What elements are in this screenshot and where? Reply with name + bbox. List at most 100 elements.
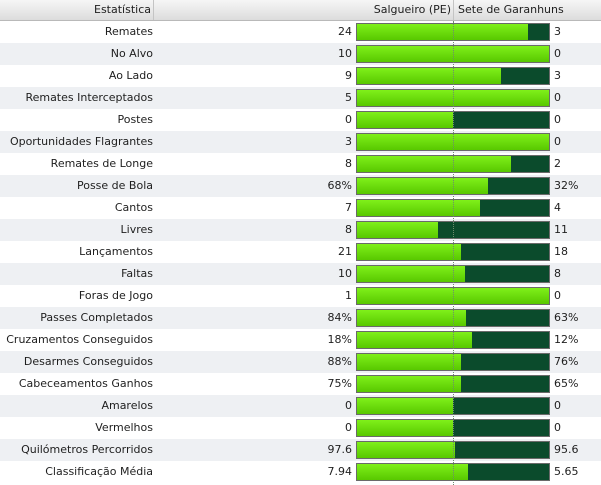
stat-row: Livres 8 11 [0,219,601,241]
home-share-fill [357,222,438,238]
stat-label: Classificação Média [45,465,153,478]
home-value: 68% [327,179,352,192]
away-value: 0 [554,399,561,412]
stat-label: Quilómetros Percorridos [21,443,153,456]
home-share-fill [357,24,528,40]
stat-label: Cabeceamentos Ganhos [18,377,153,390]
home-share-fill [357,266,465,282]
home-value: 84% [327,311,352,324]
home-value: 97.6 [327,443,353,456]
stat-row: Quilómetros Percorridos 97.6 95.6 [0,439,601,461]
home-value: 5 [345,91,352,104]
away-value: 0 [554,113,561,126]
stat-row: Cabeceamentos Ganhos 75% 65% [0,373,601,395]
home-share-fill [357,156,511,172]
home-share-fill [357,354,461,370]
home-value: 1 [345,289,352,302]
home-value: 0 [345,399,352,412]
stat-row: Remates de Longe 8 2 [0,153,601,175]
away-value: 4 [554,201,561,214]
stat-row: Passes Completados 84% 63% [0,307,601,329]
home-value: 88% [327,355,352,368]
stat-row: Amarelos 0 0 [0,395,601,417]
home-value: 7.94 [327,465,353,478]
center-divider [453,21,454,485]
home-share-fill [357,244,461,260]
home-value: 21 [338,245,352,258]
home-share-fill [357,310,466,326]
stat-row: Posse de Bola 68% 32% [0,175,601,197]
home-value: 10 [338,47,352,60]
away-value: 63% [554,311,579,324]
away-value: 0 [554,91,561,104]
away-value: 5.65 [554,465,579,478]
away-value: 12% [554,333,579,346]
home-share-fill [357,464,468,480]
stat-row: Remates 24 3 [0,21,601,43]
away-value: 8 [554,267,561,280]
home-share-fill [357,200,480,216]
stat-row: Oportunidades Flagrantes 3 0 [0,131,601,153]
table-header: Estatística Salgueiro (PE) Sete de Garan… [0,0,601,21]
stat-row: Cantos 7 4 [0,197,601,219]
stat-label: Posse de Bola [76,179,153,192]
away-value: 65% [554,377,579,390]
away-value: 0 [554,289,561,302]
home-share-fill [357,398,453,414]
home-share-fill [357,376,461,392]
home-share-fill [357,420,453,436]
stat-row: Classificação Média 7.94 5.65 [0,461,601,483]
away-value: 18 [554,245,568,258]
column-header-home-team[interactable]: Salgueiro (PE) [373,3,451,16]
stat-label: No Alvo [110,47,153,60]
home-value: 0 [345,113,352,126]
home-share-fill [357,332,472,348]
stat-label: Remates Interceptados [25,91,153,104]
stat-row: Vermelhos 0 0 [0,417,601,439]
stat-row: Ao Lado 9 3 [0,65,601,87]
home-value: 75% [327,377,352,390]
home-share-fill [357,178,488,194]
away-value: 0 [554,421,561,434]
stat-label: Ao Lado [108,69,153,82]
home-value: 3 [345,135,352,148]
stat-row: Remates Interceptados 5 0 [0,87,601,109]
column-header-away-team[interactable]: Sete de Garanhuns [453,0,593,20]
stat-label: Passes Completados [40,311,153,324]
stat-label: Lançamentos [79,245,153,258]
home-share-fill [357,442,455,458]
away-value: 0 [554,135,561,148]
stat-label: Postes [117,113,153,126]
away-value: 2 [554,157,561,170]
away-value: 95.6 [554,443,579,456]
home-value: 8 [345,157,352,170]
stat-row: Lançamentos 21 18 [0,241,601,263]
stat-label: Cruzamentos Conseguidos [6,333,153,346]
home-value: 18% [327,333,352,346]
away-value: 11 [554,223,568,236]
stat-label: Oportunidades Flagrantes [9,135,153,148]
comparison-bar [356,375,550,393]
stat-row: Foras de Jogo 1 0 [0,285,601,307]
home-value: 10 [338,267,352,280]
stat-label: Cantos [114,201,153,214]
stat-row: No Alvo 10 0 [0,43,601,65]
stat-row: Postes 0 0 [0,109,601,131]
column-header-statistic[interactable]: Estatística [0,0,154,20]
stat-label: Vermelhos [95,421,153,434]
stat-label: Remates [104,25,153,38]
stat-label: Faltas [121,267,153,280]
stat-label: Livres [120,223,153,236]
home-value: 0 [345,421,352,434]
away-value: 3 [554,25,561,38]
stat-label: Desarmes Conseguidos [23,355,153,368]
away-value: 76% [554,355,579,368]
stat-row: Faltas 10 8 [0,263,601,285]
home-value: 8 [345,223,352,236]
home-share-fill [357,112,453,128]
stat-label: Amarelos [101,399,153,412]
stat-row: Cruzamentos Conseguidos 18% 12% [0,329,601,351]
stat-row: Desarmes Conseguidos 88% 76% [0,351,601,373]
away-value: 0 [554,47,561,60]
